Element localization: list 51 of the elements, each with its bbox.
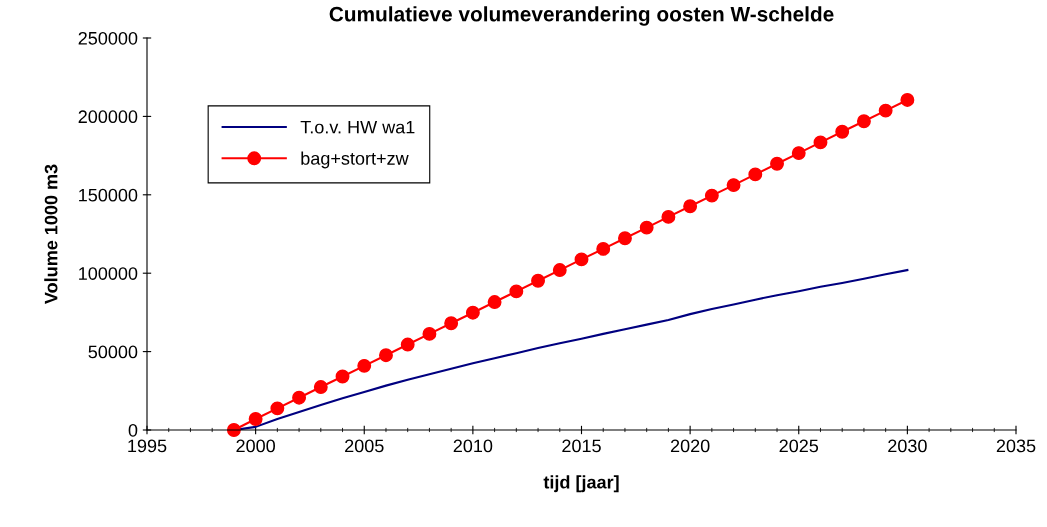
point — [422, 326, 437, 341]
point — [400, 337, 415, 352]
point — [270, 401, 285, 416]
point — [379, 348, 393, 363]
point — [835, 124, 850, 139]
point — [596, 241, 611, 256]
point — [618, 231, 632, 246]
point — [552, 263, 567, 278]
point — [357, 358, 372, 373]
y-tick-label: 100000 — [79, 267, 138, 280]
point — [856, 114, 871, 129]
point — [683, 199, 698, 214]
point — [465, 305, 480, 320]
point — [748, 167, 763, 182]
legend-label: T.o.v. HW wa1 — [300, 120, 415, 134]
legend-label: bag+stort+zw — [301, 151, 409, 169]
x-tick-label: 2020 — [670, 439, 710, 453]
x-tick-label: 2030 — [888, 439, 927, 453]
x-axis-title: tijd [jaar] — [543, 475, 619, 493]
point — [531, 273, 545, 288]
y-tick-label: 50000 — [88, 345, 138, 359]
point — [704, 188, 719, 203]
x-tick-label: 2015 — [562, 439, 601, 453]
point — [726, 178, 741, 193]
point — [444, 316, 459, 331]
x-tick-label: 2000 — [236, 439, 275, 453]
x-tick-label: 2035 — [996, 439, 1036, 453]
point — [900, 92, 915, 107]
y-tick-label: 150000 — [79, 188, 138, 202]
y-axis-title: Volume 1000 m3 — [44, 164, 58, 304]
point — [791, 146, 806, 161]
point — [661, 209, 676, 224]
chart-title: Cumulatieve volumeverandering oosten W-schelde — [329, 6, 834, 26]
point — [292, 390, 307, 405]
y-tick-label: 200000 — [78, 110, 138, 124]
point — [878, 103, 893, 118]
point — [574, 252, 589, 267]
x-tick-label: 2005 — [345, 439, 384, 453]
point — [487, 295, 502, 309]
point — [335, 369, 350, 384]
point — [639, 220, 654, 235]
point — [813, 135, 828, 150]
y-tick-label: 250000 — [78, 31, 138, 45]
y-tick-label: 0 — [128, 423, 138, 437]
x-tick-label: 2010 — [453, 439, 493, 453]
point — [509, 284, 524, 299]
x-tick-label: 2025 — [779, 439, 819, 453]
point — [313, 380, 328, 394]
point — [770, 156, 784, 171]
x-tick-label: 1995 — [128, 439, 167, 453]
point — [248, 412, 263, 426]
